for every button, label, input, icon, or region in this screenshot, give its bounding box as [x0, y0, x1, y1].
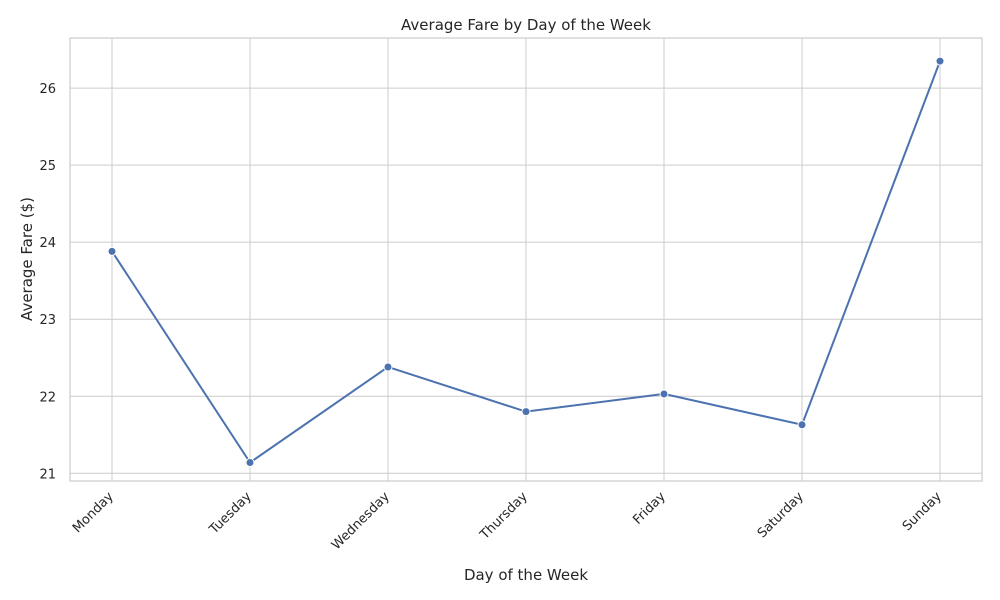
data-point-friday [659, 389, 669, 399]
x-tick-label: Saturday [755, 489, 807, 541]
data-point-sunday [935, 56, 945, 66]
data-point-thursday [521, 407, 531, 417]
x-tick-label: Monday [70, 489, 117, 536]
chart-title: Average Fare by Day of the Week [401, 16, 651, 34]
data-points [107, 56, 945, 468]
data-point-monday [107, 246, 117, 256]
x-tick-label: Thursday [477, 489, 531, 543]
y-tick-label: 24 [39, 236, 56, 251]
x-axis-title: Day of the Week [464, 566, 588, 584]
y-tick-label: 21 [39, 467, 56, 482]
data-point-wednesday [383, 362, 393, 372]
data-point-saturday [797, 420, 807, 430]
x-tick-label: Tuesday [206, 489, 255, 538]
x-tick-label: Sunday [900, 489, 945, 534]
y-tick-labels: 21 22 23 24 25 26 [39, 82, 56, 482]
y-tick-label: 23 [39, 313, 56, 328]
y-tick-label: 25 [39, 159, 56, 174]
x-tick-label: Friday [630, 489, 669, 528]
y-tick-label: 22 [39, 390, 56, 405]
data-point-tuesday [245, 458, 255, 468]
x-tick-label: Wednesday [329, 489, 393, 553]
x-tick-labels: Monday Tuesday Wednesday Thursday Friday Satu… [70, 489, 945, 553]
y-axis-title: Average Fare ($) [18, 197, 36, 321]
plot-frame [69, 37, 983, 482]
grid [70, 38, 982, 481]
y-tick-label: 26 [39, 82, 56, 97]
